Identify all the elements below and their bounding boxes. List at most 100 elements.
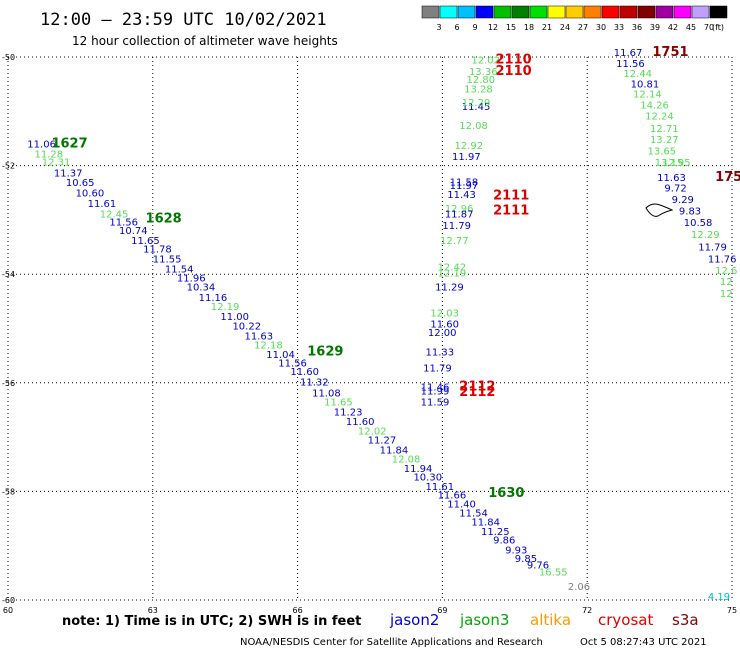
wave-height-value: 11.78 bbox=[143, 244, 172, 255]
wave-height-value: 11.79 bbox=[423, 363, 452, 374]
wave-height-value: 11.27 bbox=[368, 436, 397, 447]
pass-time-label: 2111 bbox=[493, 203, 529, 218]
legend-swatch bbox=[655, 5, 674, 19]
wave-height-value: 11.46 bbox=[421, 382, 450, 393]
lat-tick-label: -52 bbox=[2, 162, 15, 171]
wave-height-value: 13.15 bbox=[655, 158, 684, 169]
wave-height-value: 12.77 bbox=[440, 236, 469, 247]
wave-height-value: 12.19 bbox=[211, 302, 240, 313]
lon-tick-label: 60 bbox=[3, 606, 13, 615]
wave-height-value: 12.14 bbox=[633, 90, 662, 101]
wave-height-value: 13.27 bbox=[650, 135, 679, 146]
lon-tick-label: 69 bbox=[437, 606, 447, 615]
wave-height-value: 12.95 bbox=[662, 158, 691, 169]
wave-height-value: 13.65 bbox=[648, 147, 677, 158]
wave-height-value: 12.45 bbox=[100, 210, 129, 221]
wave-height-value: 11.87 bbox=[445, 210, 474, 221]
legend-label: 33 bbox=[614, 23, 624, 32]
wave-height-value: 12.00 bbox=[428, 328, 457, 339]
wave-height-value: 12.02 bbox=[471, 56, 500, 67]
legend-label: 45 bbox=[686, 23, 696, 32]
satellite-name: cryosat bbox=[598, 611, 653, 629]
legend-swatch bbox=[709, 5, 728, 19]
wave-height-value: 10.60 bbox=[76, 189, 105, 200]
satellite-legend: jason2 jason3 altika cryosat s3a bbox=[389, 611, 699, 629]
legend-swatch bbox=[691, 5, 710, 19]
wave-height-value: 9.83 bbox=[679, 206, 701, 217]
wave-height-value: 10.58 bbox=[684, 218, 713, 229]
wave-height-value: 13.28 bbox=[464, 84, 493, 95]
wave-height-value: 11.33 bbox=[426, 348, 455, 359]
wave-height-value: 11.60 bbox=[346, 417, 375, 428]
wave-height-value: 12.80 bbox=[467, 75, 496, 86]
legend-swatch bbox=[583, 5, 602, 19]
wave-height-value: 11.65 bbox=[131, 236, 160, 247]
wave-height-value: 11.28 bbox=[35, 149, 64, 160]
pass-time-label: 2111 bbox=[493, 188, 529, 203]
wave-height-value: 13.36 bbox=[469, 67, 498, 78]
wave-height-value: 11.84 bbox=[380, 445, 409, 456]
satellite-name: jason3 bbox=[459, 611, 509, 629]
wave-height-value: 11.37 bbox=[54, 168, 83, 179]
legend-swatch bbox=[619, 5, 638, 19]
axis-ticks: 60 63 66 69 72 75 -50 -52 -54 -56 -58 -60 bbox=[2, 53, 737, 615]
color-legend: 3 6 9 12 15 18 21 24 27 30 33 36 39 42 45 70(ft) bbox=[421, 5, 728, 32]
wave-height-value: 11.61 bbox=[426, 482, 455, 493]
legend-label: 21 bbox=[542, 23, 552, 32]
wave-height-value: 16.55 bbox=[539, 568, 568, 579]
wave-height-value: 11.56 bbox=[278, 359, 307, 370]
legend-label: 9 bbox=[472, 23, 477, 32]
pass-time-label: 1630 bbox=[488, 486, 524, 501]
lon-tick-label: 66 bbox=[293, 606, 303, 615]
wave-height-value: 11.54 bbox=[165, 265, 194, 276]
wave-height-value: 11.63 bbox=[657, 173, 686, 184]
wave-height-value: 11.59 bbox=[421, 398, 450, 409]
wave-height-value: 11.06 bbox=[27, 140, 56, 151]
legend-label: 18 bbox=[524, 23, 534, 32]
legend-label: 12 bbox=[488, 23, 498, 32]
wave-height-value: 14.26 bbox=[640, 101, 669, 112]
wave-height-value: 12.29 bbox=[462, 98, 491, 109]
wave-height-value: 12.18 bbox=[254, 341, 283, 352]
wave-height-value: 11.79 bbox=[698, 242, 727, 253]
wave-height-value: 11.97 bbox=[450, 181, 479, 192]
wave-height-value: 10.81 bbox=[631, 79, 660, 90]
wave-height-value: 11.79 bbox=[442, 221, 471, 232]
wave-height-value: 12.71 bbox=[650, 124, 679, 135]
wave-height-value: 11.65 bbox=[324, 398, 353, 409]
wave-height-value: 10.34 bbox=[187, 282, 216, 293]
satellite-name: jason2 bbox=[389, 611, 439, 629]
legend-swatch bbox=[439, 5, 458, 19]
wave-height-value: 11.55 bbox=[153, 254, 182, 265]
wave-height-value: 9.86 bbox=[493, 536, 515, 547]
map-grid bbox=[7, 56, 733, 601]
wave-height-value: 11.67 bbox=[614, 48, 643, 59]
satellite-name: altika bbox=[530, 611, 571, 629]
legend-swatch bbox=[511, 5, 530, 19]
wave-height-value: 12.92 bbox=[454, 141, 483, 152]
pass-time-label: 1627 bbox=[51, 137, 87, 152]
wave-height-value: 12.02 bbox=[358, 426, 387, 437]
wave-height-value: 9.85 bbox=[515, 554, 537, 565]
legend-swatch bbox=[547, 5, 566, 19]
legend-swatch bbox=[475, 5, 494, 19]
wave-height-value: 9.72 bbox=[664, 184, 686, 195]
legend-swatch bbox=[457, 5, 476, 19]
lat-tick-label: -58 bbox=[2, 487, 15, 496]
legend-label: 30 bbox=[596, 23, 606, 32]
wave-height-value: 11.76 bbox=[708, 254, 737, 265]
legend-label: 42 bbox=[668, 23, 678, 32]
footer-credit: NOAA/NESDIS Center for Satellite Applica… bbox=[240, 637, 543, 648]
wave-height-value: 9.93 bbox=[505, 545, 527, 556]
legend-swatch bbox=[565, 5, 584, 19]
wave-height-value: 11.29 bbox=[435, 282, 464, 293]
wave-height-value: 12.08 bbox=[459, 121, 488, 132]
wave-height-value: 11.60 bbox=[290, 367, 319, 378]
lon-tick-label: 75 bbox=[727, 606, 737, 615]
pass-time-label: 2110 bbox=[495, 53, 531, 68]
legend-swatch bbox=[529, 5, 548, 19]
legend-swatch bbox=[421, 5, 440, 19]
wave-height-value: 12.31 bbox=[42, 158, 71, 169]
